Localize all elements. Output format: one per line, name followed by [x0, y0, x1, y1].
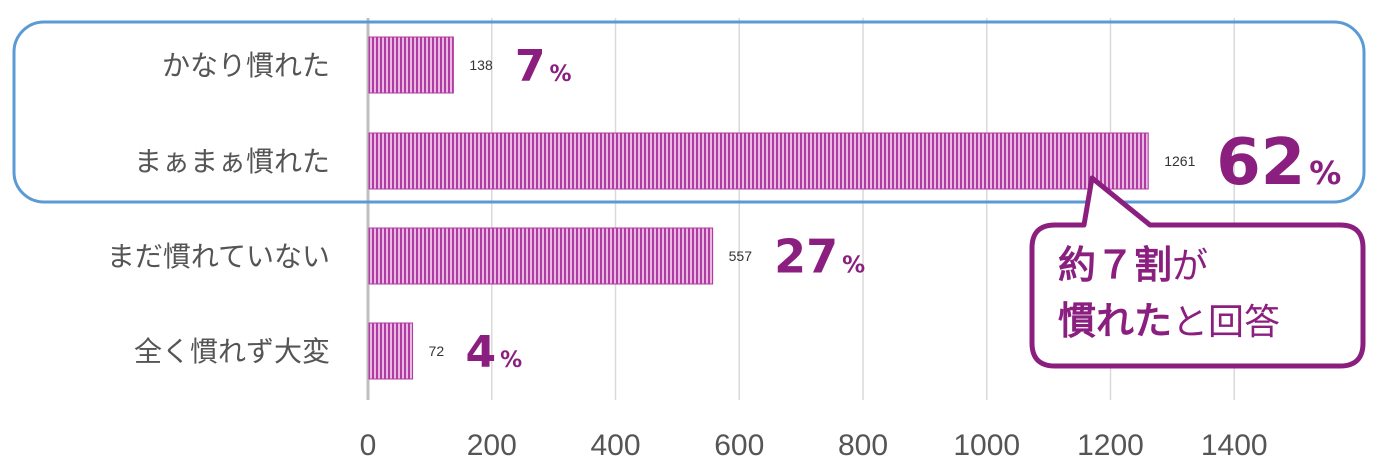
- highlight-box-rect: [12, 20, 1366, 204]
- callout-line-2-rest: と回答: [1172, 302, 1280, 343]
- bar-3: [368, 322, 414, 380]
- percent-label-2: 27%: [774, 230, 865, 284]
- percent-unit-1: %: [1309, 154, 1341, 192]
- percent-number-2: 27: [774, 230, 838, 284]
- bar-1: [368, 132, 1149, 190]
- bar-2: [368, 227, 714, 285]
- value-label-3: 72: [429, 343, 445, 359]
- callout-line-2: 慣れたと回答: [1058, 299, 1280, 343]
- x-tick-label-1200: 1200: [1077, 429, 1144, 462]
- percent-unit-2: %: [842, 253, 865, 279]
- bar-0: [368, 36, 454, 94]
- value-label-2: 557: [729, 248, 753, 264]
- category-label-0: かなり慣れた: [162, 49, 330, 82]
- callout-line-1-rest: が: [1172, 246, 1208, 287]
- x-tick-label-400: 400: [590, 429, 640, 462]
- x-tick-label-200: 200: [467, 429, 517, 462]
- value-label-1: 1261: [1164, 153, 1195, 169]
- callout-line-1-bold: 約７割: [1058, 243, 1172, 287]
- callout-line-2-bold: 慣れた: [1058, 299, 1172, 343]
- callout-line-1: 約７割が: [1058, 243, 1208, 287]
- labels: かなり慣れた 138 7 % まぁまぁ慣れた 1261 62 % まだ慣れていない 557 27 % 全…: [107, 41, 1342, 378]
- x-tick-label-800: 800: [838, 429, 888, 462]
- percent-label-3: 4%: [466, 327, 523, 378]
- percent-label-1: 62%: [1216, 126, 1341, 200]
- percent-number-3: 4: [466, 327, 497, 378]
- gridlines: 0 200 400 600 800 1000 1200 1400: [360, 18, 1268, 462]
- x-tick-label-600: 600: [714, 429, 764, 462]
- bars: [368, 36, 1149, 380]
- category-label-2: まだ慣れていない: [107, 240, 330, 273]
- x-tick-label-1400: 1400: [1201, 429, 1268, 462]
- category-label-3: 全く慣れず大変: [134, 335, 330, 368]
- category-label-1: まぁまぁ慣れた: [134, 145, 330, 178]
- value-label-0: 138: [469, 57, 493, 73]
- percent-number-1: 62: [1216, 126, 1305, 200]
- callout-bubble: [1029, 175, 1366, 369]
- percent-unit-3: %: [500, 348, 522, 373]
- percent-label-0: 7%: [515, 41, 572, 92]
- percent-number-0: 7: [515, 41, 546, 92]
- percent-unit-0: %: [550, 62, 572, 87]
- x-tick-label-0: 0: [360, 429, 377, 462]
- x-tick-label-1000: 1000: [953, 429, 1020, 462]
- highlight-box: [12, 20, 1366, 204]
